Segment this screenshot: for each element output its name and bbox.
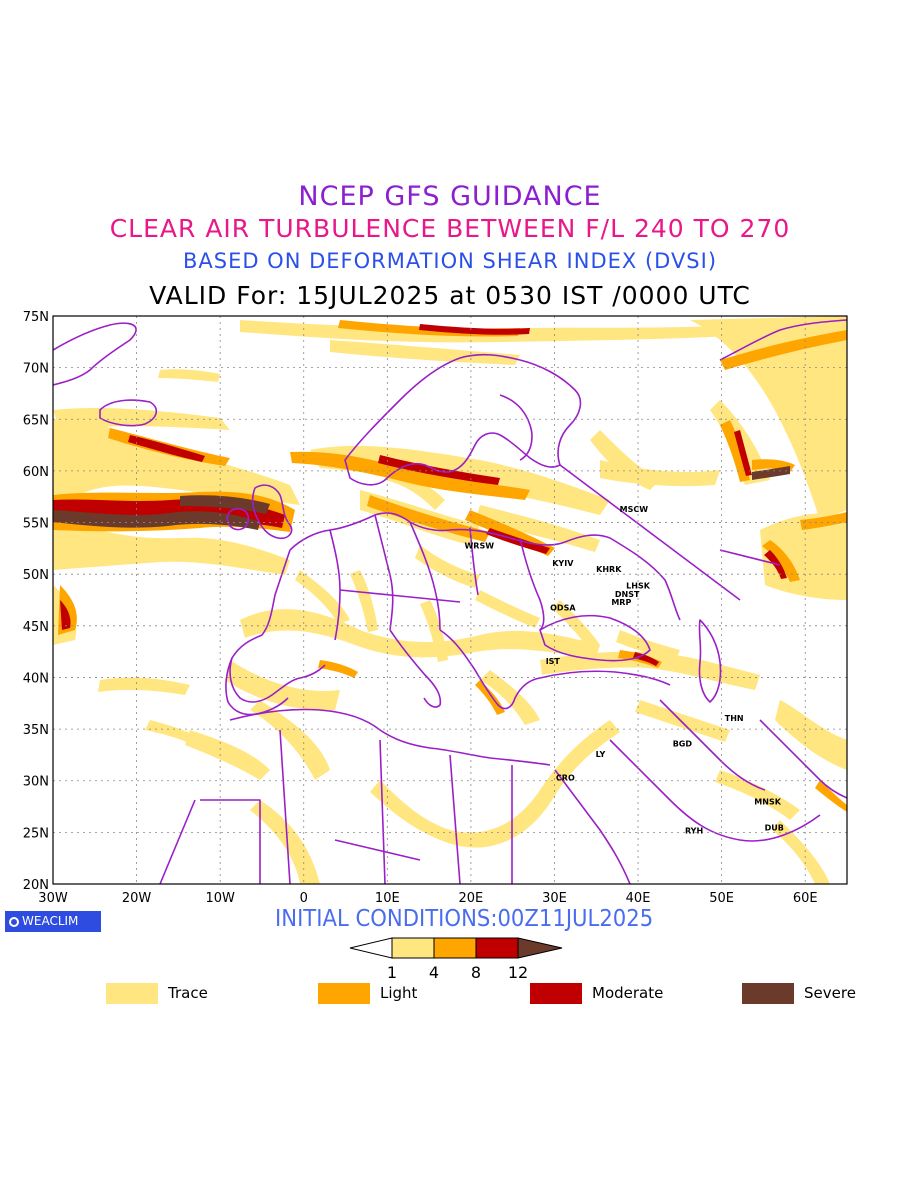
lon-tick-label: 10W — [205, 891, 235, 906]
lat-tick-label: 65N — [23, 413, 49, 428]
legend-severe-swatch — [742, 982, 794, 1004]
lat-tick-label: 45N — [23, 620, 49, 635]
colorbar-severe-arrow — [517, 937, 563, 959]
city-label-ryh: RYH — [685, 826, 703, 835]
city-label-kyiv: KYIV — [552, 559, 574, 568]
colorbar: 1 4 8 12 — [340, 934, 570, 984]
legend-trace-swatch — [106, 982, 158, 1004]
lat-tick-label: 35N — [23, 723, 49, 738]
lat-tick-label: 40N — [23, 671, 49, 686]
colorbar-moderate-segment — [475, 937, 519, 959]
lat-tick-label: 70N — [23, 362, 49, 377]
latitude-labels: 75N 70N 65N 60N 55N 50N 45N 40N 35N 30N 25N 20N — [23, 310, 49, 893]
lat-tick-label: 55N — [23, 517, 49, 532]
colorbar-light-segment — [433, 937, 477, 959]
city-label-khrk: KHRK — [596, 565, 622, 574]
severe-areas — [53, 466, 790, 530]
city-label-ist: IST — [546, 657, 561, 666]
logo-text: WEACLIM — [22, 914, 79, 928]
country-borders — [53, 319, 847, 884]
city-label-mnsk: MNSK — [754, 797, 781, 806]
legend-severe-label: Severe — [804, 984, 856, 1002]
title-guidance: NCEP GFS GUIDANCE — [298, 181, 602, 212]
initial-conditions: INITIAL CONDITIONS:00Z11JUL2025 — [275, 906, 654, 932]
title-turbulence: CLEAR AIR TURBULENCE BETWEEN F/L 240 TO … — [109, 214, 791, 243]
circle-logo-icon — [9, 916, 19, 927]
lon-tick-label: 20E — [459, 891, 484, 906]
city-label-ly: LY — [596, 750, 606, 759]
lon-tick-label: 30E — [542, 891, 567, 906]
lon-tick-label: 0 — [300, 891, 308, 906]
grid-lines — [53, 316, 847, 884]
lon-tick-label: 40E — [626, 891, 651, 906]
legend-light-swatch — [318, 982, 370, 1004]
colorbar-label-1: 1 — [387, 963, 397, 982]
lon-tick-label: 20W — [122, 891, 152, 906]
colorbar-label-8: 8 — [471, 963, 481, 982]
lon-tick-label: 10E — [375, 891, 400, 906]
lon-tick-label: 50E — [709, 891, 734, 906]
city-label-mrp: MRP — [611, 598, 631, 607]
lat-tick-label: 60N — [23, 465, 49, 480]
legend-moderate-swatch — [530, 982, 582, 1004]
legend-moderate: Moderate — [530, 982, 663, 1004]
plot-background — [53, 316, 847, 884]
lat-tick-label: 50N — [23, 568, 49, 583]
legend-light-label: Light — [380, 984, 418, 1002]
turbulence-fields — [53, 316, 847, 884]
lon-tick-label: 30W — [38, 891, 68, 906]
map-canvas: 75N 70N 65N 60N 55N 50N 45N 40N 35N 30N 25N 20N 30W… — [23, 310, 848, 906]
longitude-labels: 30W 20W 10W 0 10E 20E 30E 40E 50E 60E — [38, 891, 817, 906]
plot-frame — [52, 315, 848, 885]
title-valid-time: VALID For: 15JUL2025 at 0530 IST /0000 U… — [149, 281, 751, 310]
colorbar-low-arrow — [349, 937, 393, 959]
city-label-bgd: BGD — [673, 740, 693, 749]
legend-moderate-label: Moderate — [592, 984, 664, 1002]
legend-light: Light — [318, 982, 417, 1004]
city-label-cro: CRO — [556, 774, 575, 783]
city-label-dnst: DNST — [615, 590, 640, 599]
city-label-wrsw: WRSW — [464, 541, 494, 550]
colorbar-trace-segment — [391, 937, 435, 959]
city-label-odsa: ODSA — [550, 603, 576, 612]
colorbar-label-12: 12 — [508, 963, 528, 982]
lat-tick-label: 25N — [23, 826, 49, 841]
city-label-thn: THN — [725, 714, 744, 723]
legend-severe: Severe — [742, 982, 856, 1004]
legend-trace-label: Trace — [168, 984, 208, 1002]
turbulence-map: 75N 70N 65N 60N 55N 50N 45N 40N 35N 30N 25N 20N 30W… — [0, 300, 900, 940]
city-label-dub: DUB — [765, 823, 784, 832]
city-label-mscw: MSCW — [620, 505, 649, 514]
lat-tick-label: 30N — [23, 775, 49, 790]
city-label-lhsk: LHSK — [626, 582, 651, 591]
lat-tick-label: 75N — [23, 310, 49, 325]
legend-trace: Trace — [106, 982, 208, 1004]
colorbar-graphic: 1 4 8 12 — [349, 937, 563, 982]
title-index: BASED ON DEFORMATION SHEAR INDEX (DVSI) — [182, 249, 718, 273]
lon-tick-label: 60E — [793, 891, 818, 906]
weaclim-logo: WEACLIM — [5, 911, 101, 932]
lat-tick-label: 20N — [23, 878, 49, 893]
colorbar-label-4: 4 — [429, 963, 439, 982]
